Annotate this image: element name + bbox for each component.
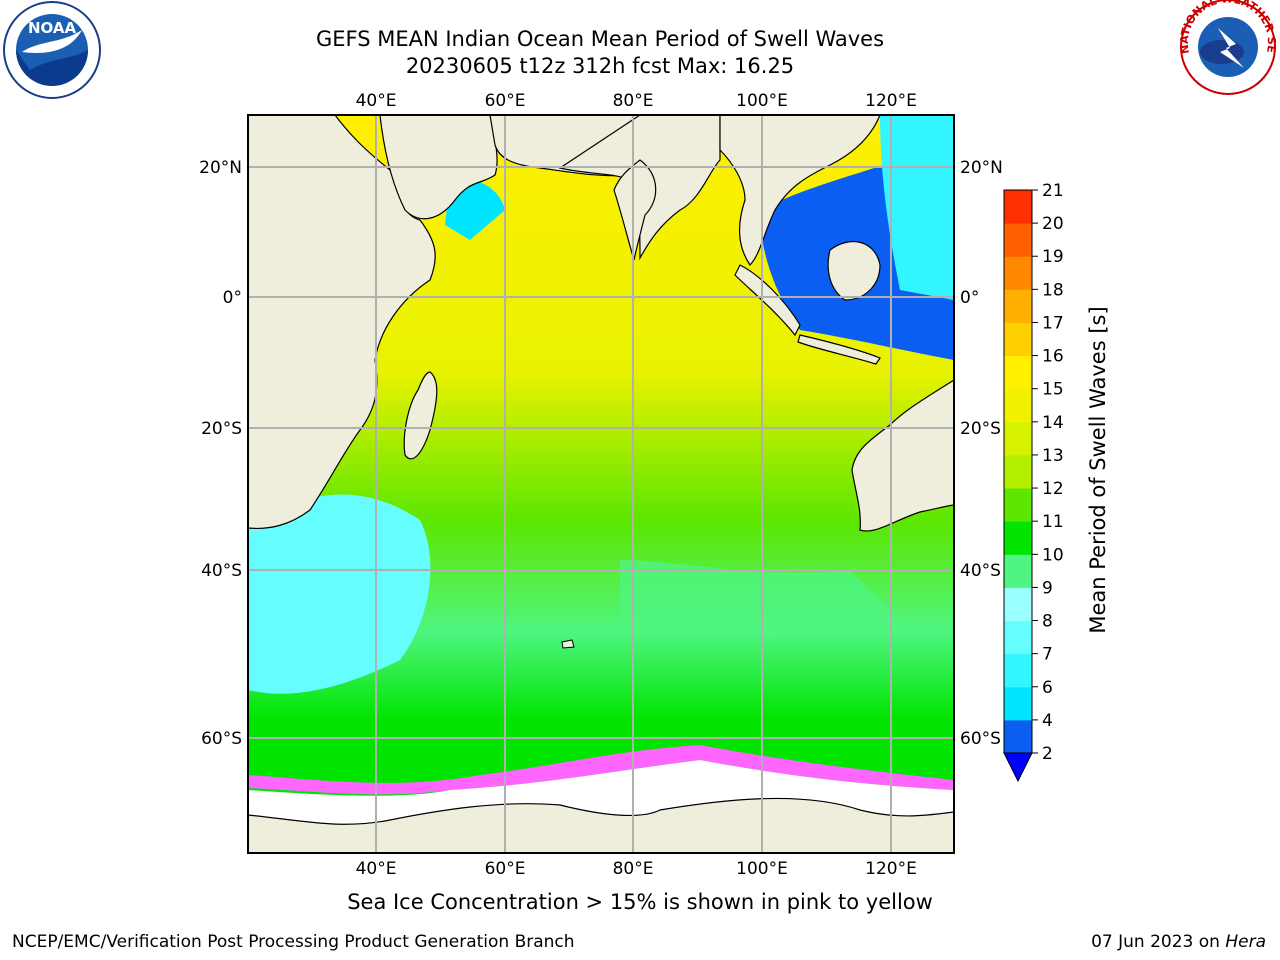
colorbar-tick-label: 19 xyxy=(1042,247,1064,267)
colorbar-tick-label: 11 xyxy=(1042,512,1064,532)
colorbar-frame xyxy=(1003,189,1033,754)
colorbar-tick-label: 12 xyxy=(1042,479,1064,499)
colorbar-tick-label: 6 xyxy=(1042,678,1053,698)
australia-land xyxy=(851,379,954,532)
low-period-region-sw xyxy=(248,494,431,694)
lon-tick-bottom: 60°E xyxy=(485,859,526,879)
lat-tick-left: 0° xyxy=(223,288,242,308)
lon-tick-top: 40°E xyxy=(356,91,397,111)
chart-subtitle: 20230605 t12z 312h fcst Max: 16.25 xyxy=(405,54,795,78)
colorbar-segment xyxy=(1004,322,1032,357)
borneo-land xyxy=(827,241,881,301)
lat-tick-left: 40°S xyxy=(201,561,242,581)
noaa-logo-text: NOAA xyxy=(28,19,77,37)
lat-tick-right: 20°S xyxy=(960,419,1001,439)
footer-org: NCEP/EMC/Verification Post Processing Pr… xyxy=(12,932,575,952)
colorbar-tick-label: 10 xyxy=(1042,545,1064,565)
colorbar-segment xyxy=(1004,587,1032,622)
chart-title: GEFS MEAN Indian Ocean Mean Period of Sw… xyxy=(315,27,885,51)
colorbar-tick-label: 13 xyxy=(1042,446,1064,466)
svg-text:NATIONAL WEATHER SERVICE: NATIONAL WEATHER SERVICE xyxy=(0,0,1278,55)
madagascar-land xyxy=(403,371,438,460)
colorbar-segment xyxy=(1004,256,1032,290)
lon-tick-top: 100°E xyxy=(736,91,788,111)
colorbar-tick-label: 20 xyxy=(1042,214,1064,234)
lon-tick-bottom: 120°E xyxy=(865,859,917,879)
lat-tick-right: 20°N xyxy=(960,158,1003,178)
colorbar-segment xyxy=(1004,190,1032,224)
map-field xyxy=(248,115,954,853)
java-land xyxy=(797,334,881,365)
lon-tick-top: 80°E xyxy=(613,91,654,111)
colorbar: 2 4 6 7 8 9 10 11 12 13 14 15 16 17 18 19 20 21 xyxy=(1003,181,1064,783)
lon-tick-top: 120°E xyxy=(865,91,917,111)
colorbar-segment xyxy=(1004,388,1032,423)
colorbar-tick-label: 18 xyxy=(1042,280,1064,300)
colorbar-segment xyxy=(1004,686,1032,721)
colorbar-segment xyxy=(1004,488,1032,522)
lat-tick-right: 60°S xyxy=(960,729,1001,749)
colorbar-tick-label: 9 xyxy=(1042,578,1053,598)
gridlines xyxy=(248,115,954,853)
colorbar-segment xyxy=(1004,421,1032,456)
se-asia-land xyxy=(719,115,881,266)
lon-tick-bottom: 80°E xyxy=(613,859,654,879)
footer-host: Hera xyxy=(1225,932,1266,952)
colorbar-segment xyxy=(1004,620,1032,655)
colorbar-extend-min xyxy=(1003,752,1033,783)
colorbar-segment xyxy=(1004,223,1032,257)
colorbar-segment xyxy=(1004,454,1032,489)
lat-tick-left: 20°S xyxy=(201,419,242,439)
colorbar-tick-label: 14 xyxy=(1042,413,1064,433)
colorbar-tick-label: 21 xyxy=(1042,181,1064,201)
colorbar-label: Mean Period of Swell Waves [s] xyxy=(1086,306,1110,634)
nws-logo-text: NATIONAL WEATHER SERVICE xyxy=(0,0,1278,55)
colorbar-segment xyxy=(1004,554,1032,588)
lon-tick-bottom: 100°E xyxy=(736,859,788,879)
sea-ice-caption: Sea Ice Concentration > 15% is shown in … xyxy=(347,890,933,914)
lat-tick-left: 60°S xyxy=(201,729,242,749)
antarctica-land xyxy=(248,797,954,853)
kerguelen-land xyxy=(561,639,575,649)
noaa-logo: NOAA xyxy=(3,1,101,99)
colorbar-segment xyxy=(1004,653,1032,688)
colorbar-segment xyxy=(1004,521,1032,555)
lat-tick-left: 20°N xyxy=(199,158,242,178)
colorbar-segment xyxy=(1004,719,1032,754)
lat-tick-right: 40°S xyxy=(960,561,1001,581)
colorbar-tick-label: 4 xyxy=(1042,711,1053,731)
footer-date-text: 07 Jun 2023 xyxy=(1091,932,1194,952)
colorbar-tick-label: 15 xyxy=(1042,380,1064,400)
colorbar-tick-label: 16 xyxy=(1042,347,1064,367)
nws-logo: NATIONAL WEATHER SERVICE xyxy=(0,0,1278,95)
lon-tick-top: 60°E xyxy=(485,91,526,111)
colorbar-tick-label: 8 xyxy=(1042,612,1053,632)
lat-tick-right: 0° xyxy=(960,288,979,308)
lon-tick-bottom: 40°E xyxy=(356,859,397,879)
footer-date: 07 Jun 2023 on Hera xyxy=(1091,932,1266,952)
map-frame xyxy=(247,114,955,854)
colorbar-tick-label: 17 xyxy=(1042,313,1064,333)
mid-period-band xyxy=(620,560,900,635)
sea-ice-band xyxy=(248,745,954,795)
colorbar-segment xyxy=(1004,355,1032,390)
colorbar-tick-label: 7 xyxy=(1042,645,1053,665)
low-period-pacific xyxy=(880,115,954,300)
colorbar-tick-label: 2 xyxy=(1042,744,1053,764)
colorbar-segment xyxy=(1004,289,1032,323)
footer-on: on xyxy=(1198,932,1220,952)
